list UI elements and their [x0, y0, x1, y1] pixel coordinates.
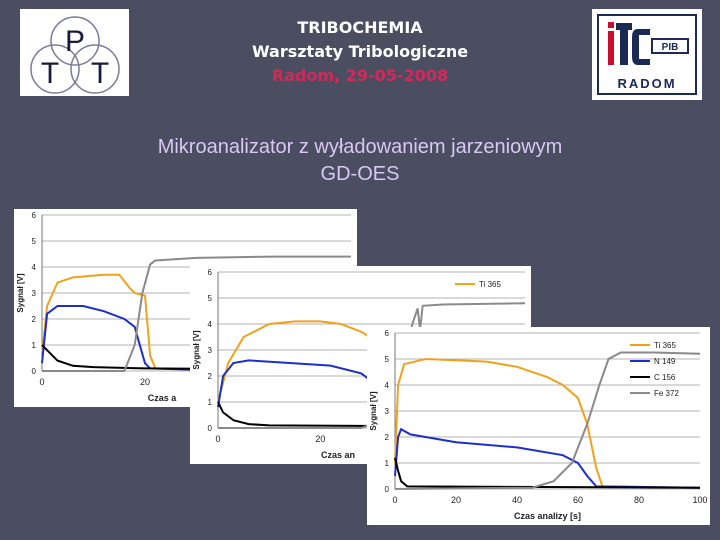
ite-radom-logo: PIB RADOM: [592, 9, 702, 100]
series-line-c: [217, 401, 526, 428]
y-tick-label: 0: [32, 367, 37, 376]
y-axis-label: Sygnał [V]: [192, 330, 201, 369]
series-line-ti: [394, 357, 701, 489]
x-tick-label: 20: [140, 377, 150, 387]
y-tick-label: 1: [32, 341, 37, 350]
y-tick-label: 4: [32, 263, 37, 272]
series-line-c: [394, 457, 701, 489]
x-tick-label: 60: [573, 495, 583, 505]
y-tick-label: 3: [385, 407, 390, 416]
slide-subtitle-line2: GD-OES: [320, 163, 400, 185]
y-tick-label: 5: [208, 294, 213, 303]
y-tick-label: 2: [385, 433, 390, 442]
logo-letter-p: P: [65, 25, 85, 58]
y-tick-label: 0: [208, 424, 213, 433]
series-line-fe: [394, 351, 701, 490]
slide-subtitle-line1: Mikroanalizator z wyładowaniem jarzeniow…: [157, 136, 563, 158]
y-tick-label: 5: [385, 355, 390, 364]
series-line-n: [394, 427, 701, 489]
legend-label: C 156: [654, 373, 676, 382]
y-tick-label: 6: [208, 268, 213, 277]
logo-pib-badge: PIB: [662, 42, 679, 53]
x-tick-label: 20: [315, 434, 325, 444]
y-tick-label: 6: [385, 329, 390, 338]
x-tick-label: 40: [512, 495, 522, 505]
logo-radom-text: RADOM: [617, 76, 676, 91]
series-line-c: [41, 344, 352, 371]
x-tick-label: 80: [634, 495, 644, 505]
y-axis-label: Sygnał [V]: [369, 391, 378, 430]
y-tick-label: 5: [32, 237, 37, 246]
header-place-date: Radom, 29-05-2008: [271, 66, 449, 85]
y-tick-label: 2: [208, 372, 213, 381]
header-title: TRIBOCHEMIA: [297, 18, 423, 37]
y-tick-label: 4: [208, 320, 213, 329]
x-tick-label: 100: [692, 495, 707, 505]
x-tick-label: 0: [215, 434, 220, 444]
y-tick-label: 2: [32, 315, 37, 324]
x-tick-label: 0: [392, 495, 397, 505]
y-axis-label: Sygnał [V]: [16, 273, 25, 312]
y-tick-label: 1: [208, 398, 213, 407]
legend-label: Ti 365: [654, 341, 676, 350]
x-tick-label: 0: [39, 377, 44, 387]
y-tick-label: 1: [385, 459, 390, 468]
ptt-logo: P T T: [20, 9, 129, 96]
logo-letter-t2: T: [91, 57, 109, 90]
depth-profile-chart-3: 0 1 2 3 4 5 6 0 20 40 60 80 100 Sygnał [V] Czas analiz…: [367, 327, 710, 525]
x-tick-label: 20: [451, 495, 461, 505]
y-tick-label: 4: [385, 381, 390, 390]
y-tick-label: 6: [32, 211, 37, 220]
logo-letter-t1: T: [41, 57, 59, 90]
series-line-fe: [42, 255, 351, 372]
y-tick-label: 0: [385, 485, 390, 494]
legend-label: N 149: [654, 357, 676, 366]
x-axis-label: Czas analizy [s]: [514, 511, 581, 521]
y-tick-label: 3: [32, 289, 37, 298]
y-tick-label: 3: [208, 346, 213, 355]
legend-label: Ti 365: [479, 280, 501, 289]
legend-label: Fe 372: [654, 389, 679, 398]
x-axis-label: Czas a: [148, 393, 178, 403]
x-axis-label: Czas an: [321, 450, 355, 460]
header-workshop: Warsztaty Tribologiczne: [251, 42, 469, 61]
